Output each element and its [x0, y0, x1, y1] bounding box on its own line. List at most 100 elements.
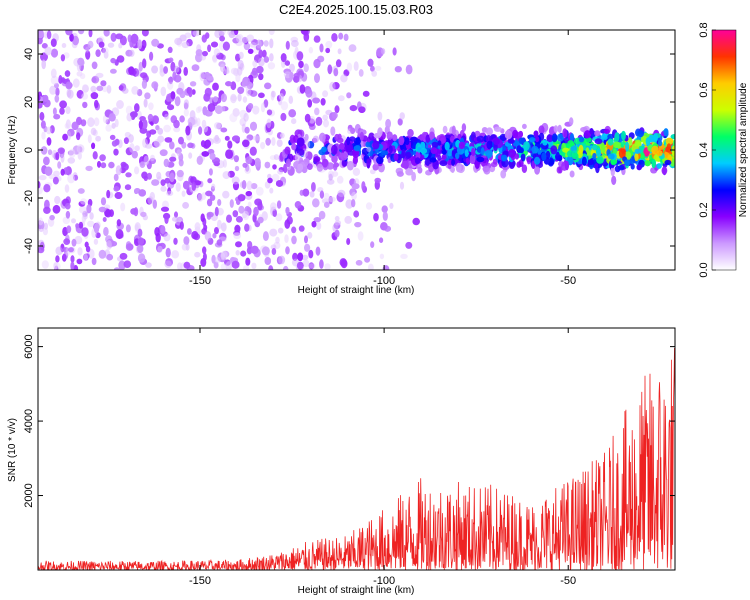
spectrogram-cell: [91, 257, 97, 266]
spectrogram-panel: -150 -100 -50 -40 -20 0 20 40 Height of straig…: [7, 29, 676, 296]
colorbar-tick-label: 0.6: [698, 82, 710, 97]
spectrogram-cell: [204, 231, 212, 241]
spectrogram-cell: [370, 169, 376, 175]
spectrogram-cell: [234, 224, 241, 234]
spectrogram-cell: [518, 137, 525, 144]
spectrogram-cell: [521, 164, 528, 173]
spectrogram-cell: [343, 33, 349, 42]
spectrogram-cell: [340, 152, 348, 161]
spectrogram-cell: [474, 130, 481, 137]
spectrogram-cell: [143, 175, 148, 181]
spectrogram-cell: [592, 152, 597, 159]
spectrogram-cell: [556, 133, 565, 142]
spectrogram-cell: [102, 217, 107, 222]
spectrogram-cell: [106, 253, 114, 261]
spectrogram-cell: [353, 137, 361, 145]
spectrogram-cell: [166, 190, 174, 196]
spectrogram-cell: [284, 60, 290, 66]
spectrogram-cell: [167, 80, 174, 90]
spectrogram-cell: [229, 113, 238, 123]
spectrogram-cell: [98, 41, 105, 48]
spectrogram-cell: [170, 61, 176, 72]
spectrogram-cell: [71, 218, 76, 224]
spectrogram-cell: [91, 142, 96, 149]
spectrogram-cell: [52, 176, 59, 185]
spectrogram-cell: [164, 177, 171, 184]
spectrogram-cell: [213, 96, 218, 103]
spectrogram-cell: [46, 30, 52, 40]
spectrogram-cell: [255, 186, 264, 196]
spectrogram-cell: [288, 109, 297, 118]
spectrogram-cell: [128, 66, 135, 75]
spectrogram-cell: [553, 125, 559, 133]
spectrogram-cell: [399, 112, 405, 120]
spectrogram-cell: [314, 73, 320, 84]
spectrogram-cell: [211, 254, 216, 264]
spectrogram-cell: [54, 94, 60, 103]
spectrogram-cell: [58, 75, 63, 84]
spectrogram-cell: [508, 148, 516, 158]
spectrogram-cell: [107, 42, 115, 48]
spectrogram-cell: [38, 102, 43, 109]
spectrogram-cell: [233, 232, 242, 240]
spectrogram-cell: [242, 162, 248, 168]
spectrogram-cell: [442, 125, 448, 134]
spectrogram-cell: [41, 131, 46, 140]
colorbar-label: Normalized spectral amplitude: [738, 82, 749, 217]
spectrogram-cell: [87, 220, 95, 227]
spectrogram-cell: [247, 103, 254, 110]
spectrogram-cell: [365, 141, 371, 148]
spectrogram-cell: [425, 134, 431, 143]
spectrogram-cell: [142, 119, 148, 129]
spectrogram-cell: [607, 138, 614, 146]
spectrogram-cell: [217, 199, 222, 206]
spectrogram-cell: [64, 184, 70, 193]
spectrogram-cell: [329, 81, 336, 92]
spectrogram-cell: [411, 171, 416, 182]
spectrogram-cell: [311, 221, 317, 228]
spectrogram-cell: [238, 205, 245, 214]
spectrogram-cell: [349, 105, 358, 112]
spectrogram-cell: [447, 149, 453, 157]
spectrogram-cell: [62, 133, 68, 141]
spectrogram-cell: [461, 123, 467, 132]
spectrogram-cell: [116, 219, 122, 227]
colorbar-tick-label: 0.0: [698, 262, 710, 277]
spectrogram-cell: [245, 191, 252, 197]
spectrogram-cell: [90, 85, 97, 93]
spectrogram-cell: [171, 250, 180, 259]
spectrogram-cell: [474, 160, 480, 169]
spectrogram-cell: [285, 246, 290, 255]
spectrogram-cell: [207, 103, 216, 112]
spectrogram-cell: [131, 86, 139, 95]
spectrogram-cell: [216, 239, 223, 246]
spectrogram-cell: [528, 137, 536, 143]
spectrogram-cell: [271, 173, 280, 182]
spectrogram-cell: [542, 140, 548, 146]
spectrogram-cell: [39, 111, 45, 121]
spectrogram-cell: [366, 158, 371, 169]
spectrogram-cell: [254, 157, 261, 168]
spectrogram-cell: [245, 86, 252, 97]
spectrogram-cell: [247, 201, 252, 208]
spectrogram-cell: [634, 148, 641, 154]
spectrogram-cell: [100, 197, 107, 206]
spectrogram-cell: [81, 214, 87, 223]
spectrogram-cell: [99, 154, 106, 162]
spectrogram-cell: [296, 137, 305, 147]
spectrogram-cell: [296, 51, 304, 61]
spectrogram-cell: [116, 55, 125, 63]
spectrogram-cell: [624, 159, 631, 167]
spectrogram-cell: [636, 164, 642, 171]
spectrogram-cell: [284, 219, 291, 229]
spectrogram-cell: [283, 163, 288, 174]
spectrogram-cell: [625, 141, 630, 152]
spectrogram-cell: [640, 152, 645, 160]
spectrogram-cell: [225, 261, 232, 270]
spectrogram-cell: [113, 267, 120, 270]
spectrogram-cell: [191, 89, 196, 95]
spectrogram-cell: [653, 133, 658, 142]
spectrogram-cell: [233, 155, 239, 163]
spectrogram-cell: [355, 260, 363, 266]
spectrogram-cell: [66, 88, 72, 98]
